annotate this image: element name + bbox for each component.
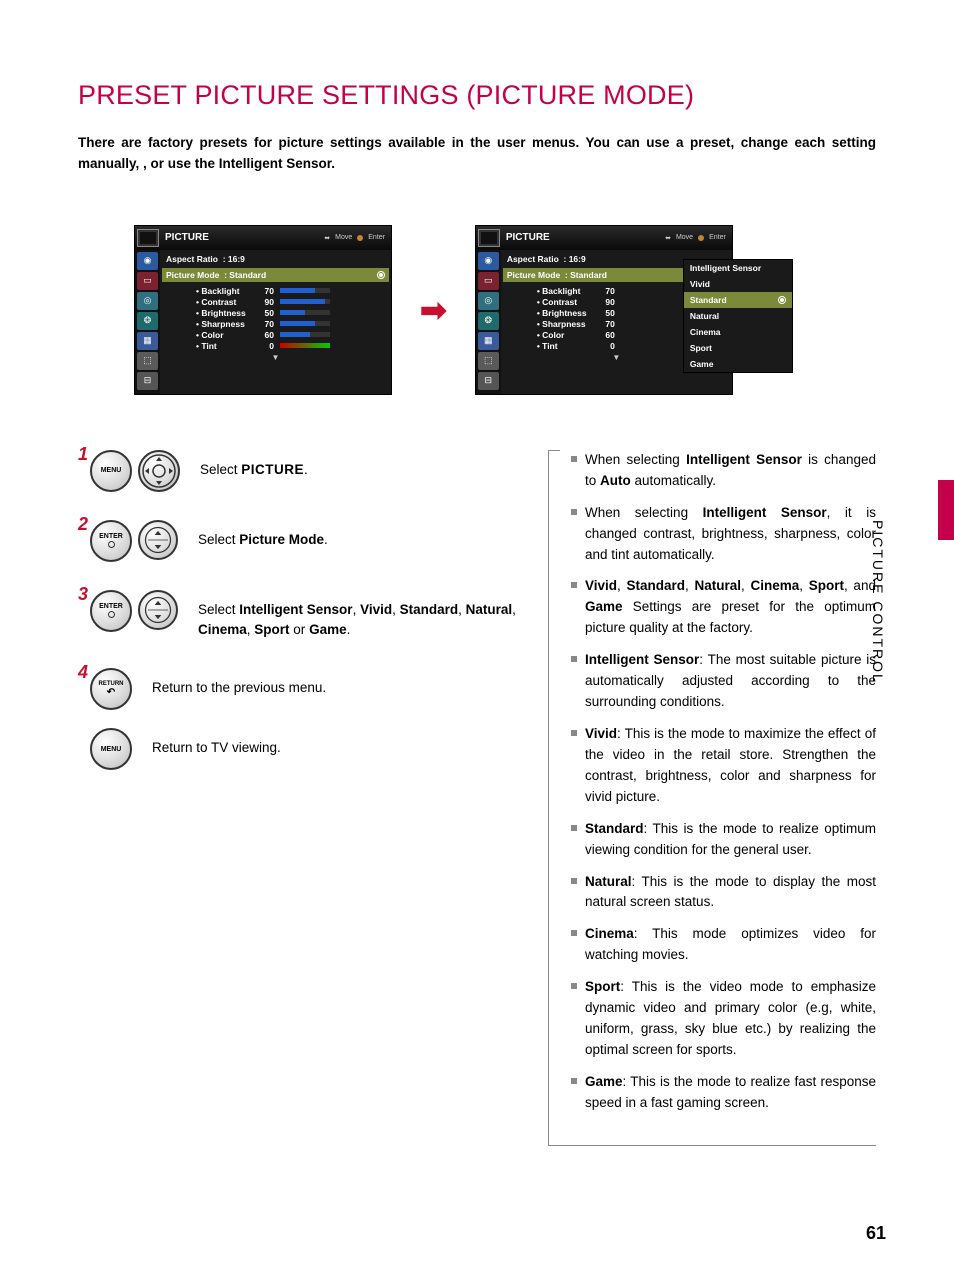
- osd-icon-audio: ▭: [137, 272, 158, 290]
- dropdown-option: Game: [684, 356, 792, 372]
- menu-button-icon: MENU: [90, 728, 132, 770]
- osd-move-label: Move: [335, 234, 352, 241]
- osd-header-title: PICTURE: [506, 232, 550, 243]
- step-3: 3 ENTER Select Intelligent Sensor, Vivid…: [78, 590, 518, 641]
- osd-setting-row: • Sharpness70: [196, 319, 385, 329]
- osd-icon-lock: ▦: [137, 332, 158, 350]
- bullet-item: Sport: This is the video mode to emphasi…: [571, 977, 876, 1061]
- osd-setting-row: • Backlight70: [196, 286, 385, 296]
- osd-aspect-value: : 16:9: [223, 254, 245, 264]
- osd-side-icons: ◉ ▭ ◎ ❂ ▦ ⬚ ⊟: [476, 250, 501, 394]
- bullet-item: Cinema: This mode optimizes video for wa…: [571, 924, 876, 966]
- intro-text: There are factory presets for picture se…: [78, 133, 876, 175]
- osd-down-caret: ▼: [166, 353, 385, 362]
- step-number: 2: [78, 514, 88, 535]
- step-menu: MENU Return to TV viewing.: [78, 728, 518, 770]
- step-1: 1 MENU Select PICTURE.: [78, 450, 518, 492]
- menu-button-icon: MENU: [90, 450, 132, 492]
- step-2: 2 ENTER Select Picture Mode.: [78, 520, 518, 562]
- bullet-item: When selecting Intelligent Sensor, it is…: [571, 503, 876, 566]
- osd-setting-row: • Color60: [196, 330, 385, 340]
- step-4: 4 RETURN↶ Return to the previous menu.: [78, 668, 518, 710]
- enter-button-icon: ENTER: [90, 520, 132, 562]
- bullet-item: Vivid, Standard, Natural, Cinema, Sport,…: [571, 576, 876, 639]
- osd-aspect-label: Aspect Ratio: [166, 254, 218, 264]
- dropdown-option: Standard: [684, 292, 792, 308]
- tv-icon: [478, 229, 500, 247]
- dropdown-option: Sport: [684, 340, 792, 356]
- bullet-item: Vivid: This is the mode to maximize the …: [571, 724, 876, 808]
- step-number: 4: [78, 662, 88, 683]
- bullet-item: Standard: This is the mode to realize op…: [571, 819, 876, 861]
- osd-icon-option: ❂: [137, 312, 158, 330]
- tv-icon: [137, 229, 159, 247]
- dropdown-option: Natural: [684, 308, 792, 324]
- arrow-icon: ➡: [420, 291, 447, 329]
- osd-mode-dropdown: Intelligent SensorVividStandardNaturalCi…: [683, 259, 793, 373]
- page-number: 61: [866, 1223, 886, 1244]
- step-number: 3: [78, 584, 88, 605]
- osd-mode-row-highlight: Picture Mode : Standard: [162, 268, 389, 282]
- dropdown-option: Intelligent Sensor: [684, 260, 792, 276]
- osd-icon-input: ⬚: [137, 352, 158, 370]
- enter-button-icon: ENTER: [90, 590, 132, 632]
- return-button-icon: RETURN↶: [90, 668, 132, 710]
- osd-icon-time: ◎: [137, 292, 158, 310]
- updown-button-icon: [138, 520, 178, 560]
- dropdown-option: Vivid: [684, 276, 792, 292]
- step-number: 1: [78, 444, 88, 465]
- page-title: PRESET PICTURE SETTINGS (PICTURE MODE): [78, 80, 876, 111]
- side-tab: [938, 480, 954, 540]
- osd-setting-row: • Contrast90: [196, 297, 385, 307]
- bullet-item: Natural: This is the mode to display the…: [571, 872, 876, 914]
- bullet-item: Intelligent Sensor: The most suitable pi…: [571, 650, 876, 713]
- osd-header-title: PICTURE: [165, 232, 209, 243]
- osd-panel-left: PICTURE ⬌MoveEnter ◉ ▭ ◎ ❂ ▦ ⬚ ⊟ Aspect …: [134, 225, 392, 395]
- bullet-item: When selecting Intelligent Sensor is cha…: [571, 450, 876, 492]
- osd-setting-row: • Tint0: [196, 341, 385, 351]
- nav-button-icon: [138, 450, 180, 492]
- osd-icon-usb: ⊟: [137, 372, 158, 390]
- osd-side-icons: ◉ ▭ ◎ ❂ ▦ ⬚ ⊟: [135, 250, 160, 394]
- dropdown-option: Cinema: [684, 324, 792, 340]
- bullet-item: Game: This is the mode to realize fast r…: [571, 1072, 876, 1114]
- description-column: When selecting Intelligent Sensor is cha…: [548, 450, 876, 1146]
- osd-icon-picture: ◉: [137, 252, 158, 270]
- updown-button-icon: [138, 590, 178, 630]
- osd-enter-label: Enter: [368, 234, 385, 241]
- steps-column: 1 MENU Select PICTURE. 2 ENTER Sele: [78, 450, 518, 799]
- radio-icon: [377, 271, 385, 279]
- side-section-label: PICTURE CONTROL: [870, 520, 886, 684]
- osd-setting-row: • Brightness50: [196, 308, 385, 318]
- osd-screenshots-row: PICTURE ⬌MoveEnter ◉ ▭ ◎ ❂ ▦ ⬚ ⊟ Aspect …: [134, 225, 876, 395]
